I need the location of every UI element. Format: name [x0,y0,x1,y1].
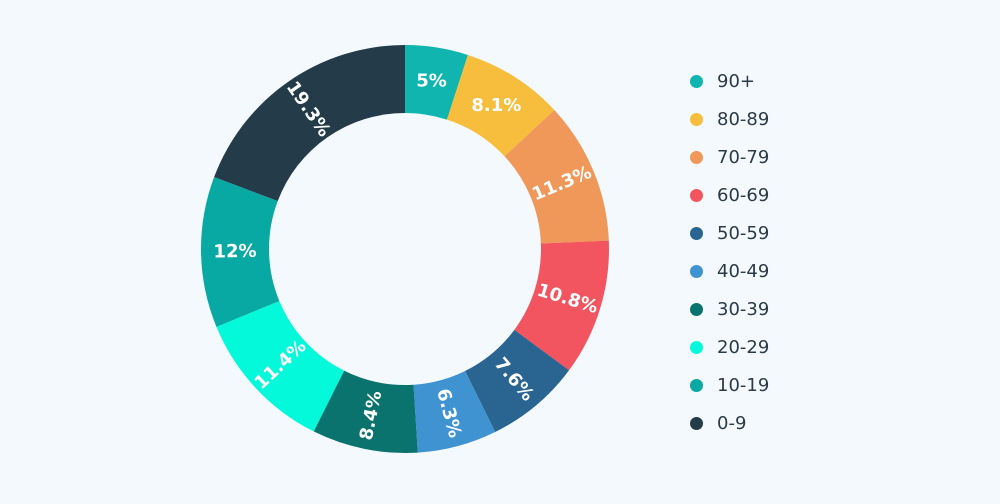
legend-swatch [690,264,703,278]
legend-label: 30-39 [717,298,770,320]
legend-item: 70-79 [690,138,830,176]
slice-40-49 [413,370,496,453]
legend: 90+ 80-89 70-79 60-69 50-59 40-49 30-39 20-29 10… [690,62,830,442]
legend-swatch [690,302,703,316]
legend-item: 80-89 [690,100,830,138]
legend-label: 10-19 [717,374,770,396]
slice-60-69 [514,240,609,371]
legend-swatch [690,188,703,202]
slice-30-39 [313,370,418,454]
slice-label-10-19: 12% [213,241,256,263]
legend-item: 0-9 [690,404,830,442]
slice-label-90plus: 5% [416,71,447,92]
legend-item: 90+ [690,62,830,100]
slice-0-9 [214,45,405,202]
legend-swatch [690,378,703,392]
legend-swatch [690,112,703,126]
slice-90plus [405,45,468,120]
legend-item: 20-29 [690,328,830,366]
legend-label: 60-69 [717,184,770,206]
legend-item: 10-19 [690,366,830,404]
legend-label: 90+ [717,70,755,92]
legend-swatch [690,150,703,164]
slice-70-79 [504,110,609,244]
legend-item: 40-49 [690,252,830,290]
slice-20-29 [216,300,345,432]
legend-label: 80-89 [717,108,770,130]
slice-50-59 [465,329,570,432]
legend-item: 60-69 [690,176,830,214]
slice-label-80-89: 8.1% [471,95,521,116]
legend-item: 30-39 [690,290,830,328]
legend-swatch [690,340,703,354]
slice-80-89 [446,54,555,157]
legend-item: 50-59 [690,214,830,252]
legend-label: 0-9 [717,412,747,434]
legend-label: 40-49 [717,260,770,282]
legend-label: 70-79 [717,146,770,168]
legend-swatch [690,226,703,240]
legend-swatch [690,416,703,430]
legend-swatch [690,74,703,88]
legend-label: 20-29 [717,336,770,358]
slice-10-19 [201,177,280,327]
legend-label: 50-59 [717,222,770,244]
